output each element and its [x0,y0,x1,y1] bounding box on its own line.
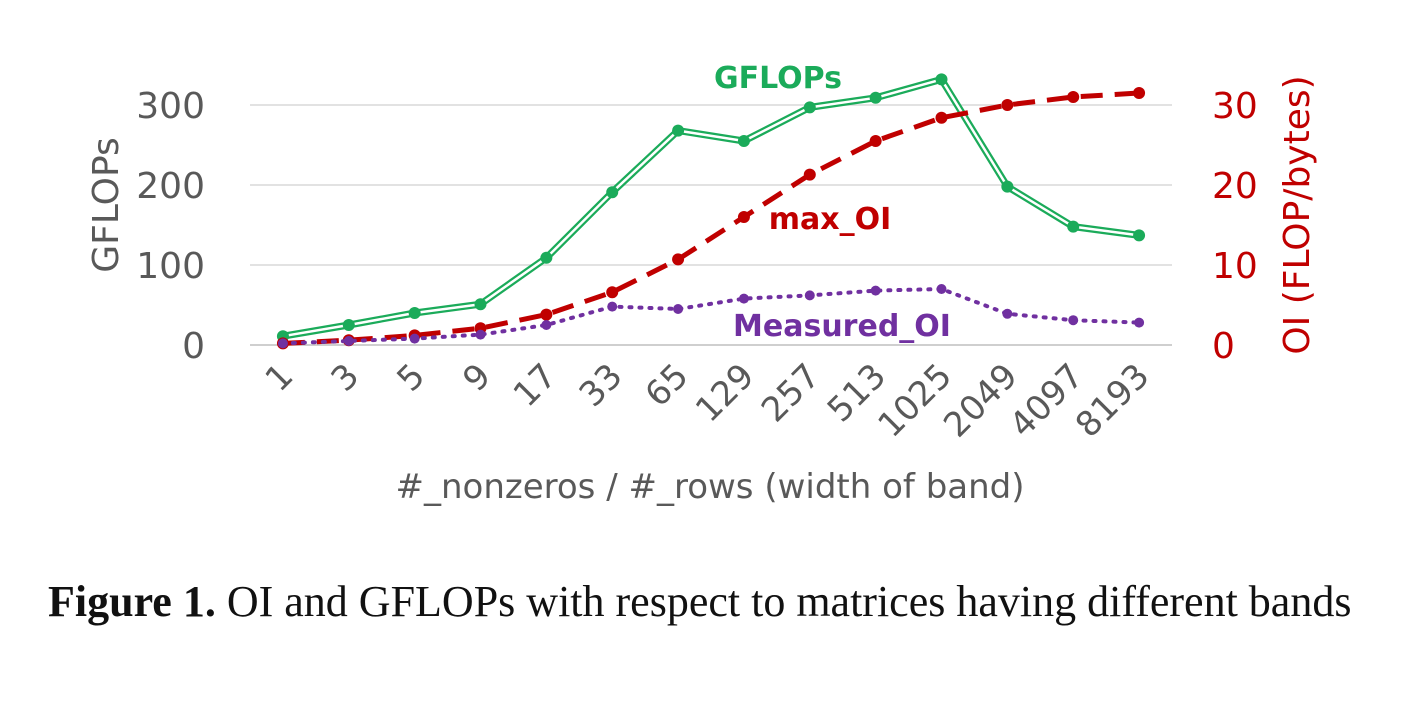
x-tick-label: 1 [258,356,302,400]
x-axis-label: #_nonzeros / #_rows (width of band) [396,467,1025,507]
series-label-max-oi: max_OI [769,202,892,237]
caption-label: Figure 1. [48,577,216,626]
data-point-max-oi [1067,91,1080,103]
series-gflops [276,73,1146,343]
data-point-measured-oi [541,320,552,330]
y-tick-label: 100 [136,246,205,287]
data-point-gflops [474,298,487,311]
data-point-measured-oi [475,329,486,340]
data-point-measured-oi [870,285,881,296]
data-point-max-oi [869,135,882,147]
data-point-gflops [606,186,619,199]
figure-caption: Figure 1. OI and GFLOPs with respect to … [48,574,1368,630]
data-point-max-oi [935,111,948,124]
data-point-gflops [1067,220,1080,233]
data-point-measured-oi [1134,317,1145,328]
x-tick-label: 8193 [1068,356,1157,445]
data-point-gflops [935,73,948,86]
series-line-gflops [279,75,1143,340]
data-point-measured-oi [607,301,618,312]
series [276,73,1146,350]
series-label-gflops: GFLOPs [714,61,842,96]
data-point-measured-oi [409,333,420,344]
series-label-measured-oi: Measured_OI [733,309,951,344]
left-axis-ticks: 0 100 200 300 [136,86,205,367]
x-tick-label: 17 [506,356,565,415]
y-tick-label: 200 [136,166,205,207]
data-point-measured-oi [277,338,288,349]
data-point-gflops [672,124,685,137]
data-point-measured-oi [673,304,684,314]
data-point-measured-oi [1068,315,1079,326]
series-line-inner-gflops [281,78,1141,338]
data-point-measured-oi [936,284,947,294]
data-point-max-oi [1001,99,1014,111]
x-tick-label: 65 [638,356,697,415]
series-max-oi [276,87,1146,350]
data-point-measured-oi [738,293,749,304]
data-point-max-oi [606,286,619,299]
x-tick-label: 129 [688,356,762,430]
x-tick-label: 5 [389,356,433,400]
x-tick-label: 4097 [1002,356,1091,445]
caption-text: OI and GFLOPs with respect to matrices h… [215,577,1352,626]
data-point-max-oi [1133,87,1146,99]
data-point-gflops [540,251,553,264]
x-tick-label: 2049 [936,356,1025,445]
y2-axis-label: OI (FLOP/bytes) [1277,75,1318,354]
data-point-gflops [1001,180,1014,193]
data-point-gflops [342,319,355,331]
data-point-gflops [408,307,421,319]
y2-tick-label: 0 [1212,326,1235,367]
data-point-measured-oi [804,290,815,301]
data-point-max-oi [540,308,553,321]
y2-tick-label: 30 [1212,86,1258,127]
y2-tick-label: 10 [1212,246,1258,287]
data-point-gflops [737,135,750,147]
x-tick-label: 1025 [870,356,959,445]
x-tick-label: 9 [455,356,499,400]
series-measured-oi [277,284,1145,349]
data-point-measured-oi [343,336,354,346]
data-point-max-oi [672,253,685,266]
data-point-gflops [1133,229,1146,242]
series-line-measured-oi [280,286,1142,346]
x-tick-label: 257 [754,356,828,430]
y-tick-label: 300 [136,86,205,127]
data-point-max-oi [737,211,750,223]
right-axis-ticks: 0 10 20 30 [1212,86,1258,367]
x-tick-label: 3 [324,356,368,400]
gridlines [250,104,1172,346]
x-tick-label: 33 [572,356,631,415]
data-point-gflops [869,91,882,104]
y2-tick-label: 20 [1212,166,1258,207]
data-point-gflops [803,101,816,114]
data-point-measured-oi [1002,308,1013,319]
data-point-max-oi [803,168,816,181]
y-tick-label: 0 [182,326,205,367]
series-line-max-oi [282,90,1140,346]
y-axis-label: GFLOPs [86,137,127,273]
